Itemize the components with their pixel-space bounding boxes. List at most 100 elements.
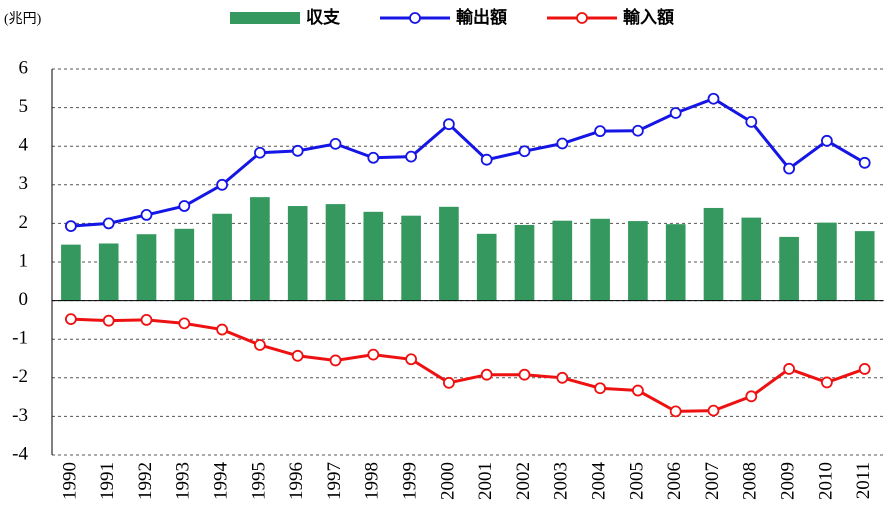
- unit-label: (兆円): [4, 11, 42, 27]
- line: [70, 97, 866, 228]
- bar: [628, 221, 648, 301]
- x-tick-label: 1998: [362, 462, 383, 500]
- x-tick-label: 1992: [135, 462, 156, 500]
- bar: [476, 233, 497, 301]
- bar: [590, 218, 610, 301]
- point: [480, 153, 493, 166]
- line: [70, 317, 866, 413]
- point: [291, 349, 304, 362]
- legend-marker: [409, 12, 421, 24]
- y-tick-label: 6: [19, 57, 29, 78]
- bar: [212, 213, 232, 301]
- point: [669, 405, 682, 418]
- x-tick-label: 1999: [399, 462, 420, 500]
- point: [329, 354, 342, 367]
- point: [140, 209, 153, 221]
- point: [783, 162, 795, 175]
- x-tick-label: 2009: [777, 462, 798, 500]
- bar: [552, 220, 573, 301]
- bar: [401, 215, 421, 301]
- bar: [363, 211, 384, 301]
- y-tick-label: 3: [19, 173, 29, 194]
- point: [594, 125, 606, 138]
- x-tick-label: 2001: [475, 462, 496, 500]
- legend-label: 輸出額: [456, 7, 507, 28]
- y-tick-label: 4: [19, 135, 29, 156]
- bar: [325, 204, 346, 301]
- x-tick-label: 2005: [626, 462, 647, 500]
- point: [594, 382, 606, 395]
- point: [405, 353, 418, 366]
- x-tick-label: 1996: [286, 462, 307, 500]
- x-tick-label: 2007: [702, 462, 723, 500]
- x-tick-label: 2011: [853, 462, 874, 499]
- x-tick-label: 2003: [551, 462, 572, 500]
- point: [367, 348, 380, 361]
- point: [745, 115, 758, 128]
- bar: [61, 244, 81, 301]
- point: [707, 92, 720, 105]
- point: [216, 178, 229, 191]
- legend-swatch: [230, 12, 300, 24]
- point: [632, 384, 644, 397]
- point: [442, 118, 455, 131]
- bar: [817, 222, 837, 301]
- bar: [250, 197, 270, 301]
- point: [556, 371, 569, 384]
- x-tick-label: 1993: [173, 462, 194, 500]
- point: [102, 217, 115, 230]
- x-tick-label: 1990: [59, 462, 80, 500]
- x-tick-label: 2002: [513, 462, 534, 500]
- point: [556, 137, 569, 150]
- point: [745, 390, 758, 403]
- x-tick-label: 2000: [437, 462, 458, 500]
- y-tick-label: 5: [19, 96, 29, 117]
- point: [367, 151, 380, 164]
- point: [253, 339, 266, 351]
- x-tick-label: 1991: [97, 462, 118, 500]
- point: [858, 156, 871, 169]
- x-tick-label: 2010: [815, 462, 836, 500]
- y-tick-label: 2: [19, 212, 29, 233]
- bar: [665, 224, 686, 301]
- y-tick-label: -3: [12, 405, 28, 426]
- y-tick-label: -4: [12, 443, 28, 464]
- point: [518, 368, 531, 381]
- y-tick-label: -1: [12, 328, 28, 349]
- bar: [703, 207, 724, 301]
- point: [442, 376, 455, 389]
- point: [253, 146, 266, 159]
- y-tick-label: 0: [19, 289, 29, 310]
- x-tick-label: 1995: [248, 462, 269, 500]
- x-tick-label: 1997: [324, 462, 345, 500]
- point: [405, 150, 418, 163]
- point: [102, 314, 115, 327]
- x-tick-label: 2008: [740, 462, 761, 500]
- bar: [514, 224, 535, 301]
- x-tick-label: 2004: [588, 462, 609, 501]
- point: [518, 145, 531, 158]
- y-tick-label: -2: [12, 366, 28, 387]
- legend-label: 収支: [306, 7, 341, 28]
- x-tick-label: 1994: [210, 462, 231, 501]
- point: [783, 363, 795, 375]
- y-tick-label: 1: [19, 250, 29, 271]
- point: [329, 137, 342, 150]
- point: [140, 313, 153, 326]
- bar: [287, 206, 308, 301]
- point: [65, 220, 77, 233]
- point: [178, 317, 191, 330]
- bar: [439, 206, 459, 301]
- legend-marker: [576, 12, 588, 24]
- bar: [779, 236, 799, 301]
- bar: [98, 243, 119, 301]
- point: [480, 368, 493, 381]
- bar: [174, 228, 195, 301]
- point: [216, 323, 229, 336]
- point: [178, 200, 191, 212]
- bar: [136, 234, 157, 301]
- point: [858, 363, 871, 375]
- bar: [854, 231, 875, 301]
- bar: [741, 217, 762, 301]
